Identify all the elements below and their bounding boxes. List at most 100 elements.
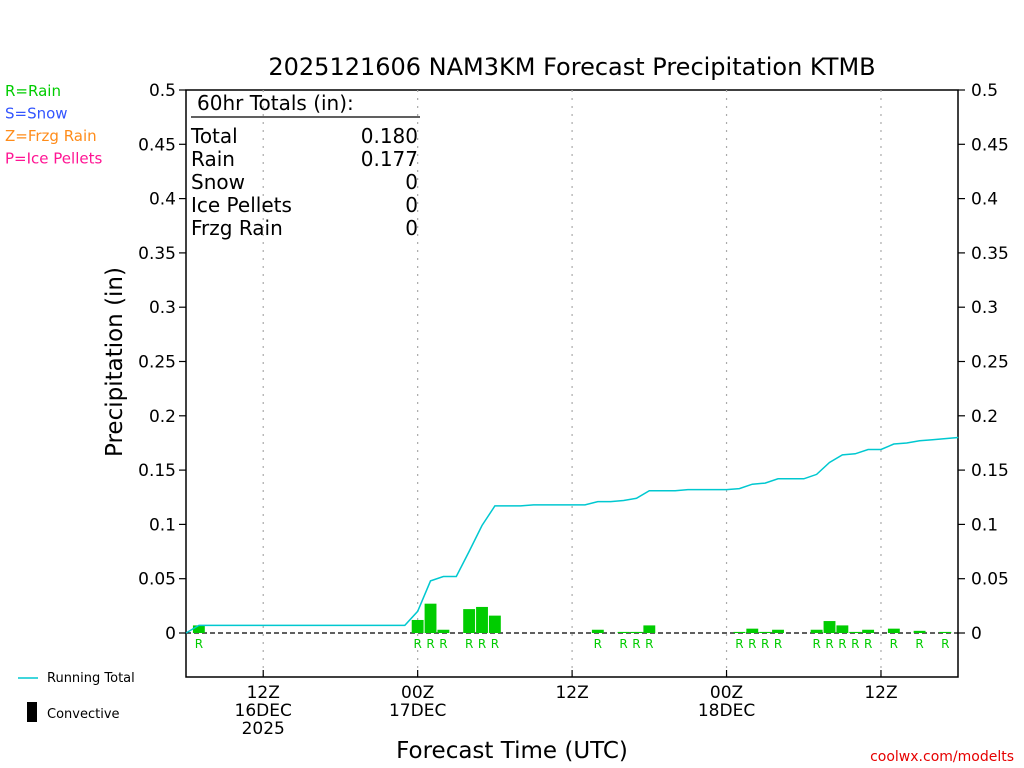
precip-type-mark: R bbox=[645, 637, 653, 651]
y-tick-label-left: 0.45 bbox=[138, 135, 176, 155]
y-tick-label-left: 0.3 bbox=[149, 298, 176, 318]
precip-bar bbox=[887, 628, 900, 633]
precip-type-mark: R bbox=[195, 637, 203, 651]
precip-type-mark: R bbox=[439, 637, 447, 651]
precip-bar bbox=[192, 625, 205, 633]
y-tick-label-left: 0.4 bbox=[149, 190, 176, 210]
y-tick-label-right: 0.25 bbox=[971, 353, 1009, 373]
vertical-gridlines bbox=[262, 90, 882, 677]
precip-bar bbox=[617, 631, 630, 633]
y-tick-label-right: 0.05 bbox=[971, 570, 1009, 590]
precip-type-mark: R bbox=[774, 637, 782, 651]
y-axis-left: 0 0.05 0.1 0.15 0.2 0.25 0.3 0.35 0.4 0.45 0.5 bbox=[138, 81, 186, 644]
precip-type-mark: R bbox=[941, 637, 949, 651]
precip-bar bbox=[913, 630, 926, 633]
y-tick-label-left: 0 bbox=[165, 624, 176, 644]
totals-row-label: Snow bbox=[191, 170, 245, 194]
precip-bar bbox=[810, 629, 823, 633]
precip-type-legend-item: P=Ice Pellets bbox=[5, 150, 102, 168]
totals-row-value: 0 bbox=[405, 170, 418, 194]
totals-box: 60hr Totals (in): Total 0.180 Rain 0.177 Sno… bbox=[190, 91, 420, 240]
precip-bar bbox=[849, 631, 862, 633]
totals-row-label: Ice Pellets bbox=[191, 193, 292, 217]
x-tick-label: 2025 bbox=[242, 719, 285, 739]
precip-type-legend-item: R=Rain bbox=[5, 82, 61, 100]
precip-bar bbox=[488, 615, 501, 633]
precip-bar bbox=[759, 631, 772, 633]
x-tick-label: 00Z bbox=[710, 683, 743, 703]
precip-type-mark: R bbox=[890, 637, 898, 651]
precip-bar bbox=[424, 603, 437, 633]
y-tick-label-right: 0.2 bbox=[971, 407, 998, 427]
totals-row-value: 0 bbox=[405, 193, 418, 217]
precip-bars bbox=[192, 603, 952, 633]
y-tick-label-right: 0.15 bbox=[971, 461, 1009, 481]
chart-title: 2025121606 NAM3KM Forecast Precipitation… bbox=[268, 53, 875, 81]
x-tick-label: 16DEC bbox=[235, 701, 292, 721]
convective-swatch bbox=[27, 702, 37, 722]
precip-type-legend: R=Rain S=Snow Z=Frzg Rain P=Ice Pellets bbox=[5, 82, 102, 168]
y-tick-label-right: 0.35 bbox=[971, 244, 1009, 264]
precip-bar bbox=[862, 629, 875, 633]
totals-row-label: Rain bbox=[191, 147, 235, 171]
precip-type-mark: R bbox=[413, 637, 421, 651]
totals-row-value: 0.177 bbox=[361, 147, 418, 171]
precip-bar bbox=[643, 625, 656, 633]
precip-type-mark: R bbox=[748, 637, 756, 651]
precip-bar bbox=[836, 625, 849, 633]
y-tick-label-left: 0.05 bbox=[138, 570, 176, 590]
totals-row-value: 0.180 bbox=[361, 124, 418, 148]
precip-bar bbox=[463, 609, 476, 633]
precip-type-mark: R bbox=[594, 637, 602, 651]
y-axis-label: Precipitation (in) bbox=[102, 267, 128, 457]
precip-type-mark: R bbox=[825, 637, 833, 651]
precip-bar bbox=[411, 619, 424, 633]
precip-type-mark: R bbox=[465, 637, 473, 651]
y-tick-label-left: 0.15 bbox=[138, 461, 176, 481]
x-tick-label: 17DEC bbox=[389, 701, 446, 721]
precip-bar bbox=[746, 628, 759, 633]
precip-bar bbox=[476, 606, 488, 633]
x-tick-label: 12Z bbox=[864, 683, 897, 703]
y-tick-label-right: 0.1 bbox=[971, 515, 998, 535]
precip-type-mark: R bbox=[478, 637, 486, 651]
precip-bar bbox=[630, 631, 643, 633]
credit-text: coolwx.com/modelts bbox=[870, 749, 1014, 765]
precip-bar bbox=[823, 621, 836, 633]
x-tick-label: 12Z bbox=[555, 683, 588, 703]
x-tick-label: 00Z bbox=[401, 683, 434, 703]
series-legend-label: Convective bbox=[47, 707, 120, 722]
precip-type-mark: R bbox=[761, 637, 769, 651]
precip-type-legend-item: Z=Frzg Rain bbox=[5, 127, 97, 145]
x-axis-label: Forecast Time (UTC) bbox=[396, 738, 628, 764]
precip-type-mark: R bbox=[619, 637, 627, 651]
totals-row-label: Total bbox=[190, 124, 238, 148]
precip-bar bbox=[939, 631, 952, 633]
precip-type-mark: R bbox=[864, 637, 872, 651]
y-tick-label-left: 0.2 bbox=[149, 407, 176, 427]
running-total-line bbox=[185, 436, 959, 634]
y-axis-right: 0 0.05 0.1 0.15 0.2 0.25 0.3 0.35 0.4 0.45 0.5 bbox=[958, 81, 1009, 644]
precip-type-mark: R bbox=[735, 637, 743, 651]
series-legend: Running Total Convective bbox=[18, 671, 135, 722]
y-tick-label-left: 0.35 bbox=[138, 244, 176, 264]
x-tick-label: 12Z bbox=[247, 683, 280, 703]
y-tick-label-right: 0 bbox=[971, 624, 982, 644]
y-tick-label-right: 0.45 bbox=[971, 135, 1009, 155]
y-tick-label-right: 0.5 bbox=[971, 81, 998, 101]
precip-bar bbox=[437, 629, 450, 633]
precip-bar bbox=[733, 631, 746, 633]
precip-type-mark: R bbox=[851, 637, 859, 651]
precip-type-mark: R bbox=[838, 637, 846, 651]
x-tick-label: 18DEC bbox=[698, 701, 755, 721]
totals-row-value: 0 bbox=[405, 216, 418, 240]
precip-bar bbox=[772, 629, 784, 633]
precip-type-mark: R bbox=[915, 637, 923, 651]
precip-type-legend-item: S=Snow bbox=[5, 105, 68, 123]
precip-type-mark: R bbox=[426, 637, 434, 651]
series-legend-label: Running Total bbox=[47, 671, 135, 686]
y-tick-label-left: 0.25 bbox=[138, 353, 176, 373]
